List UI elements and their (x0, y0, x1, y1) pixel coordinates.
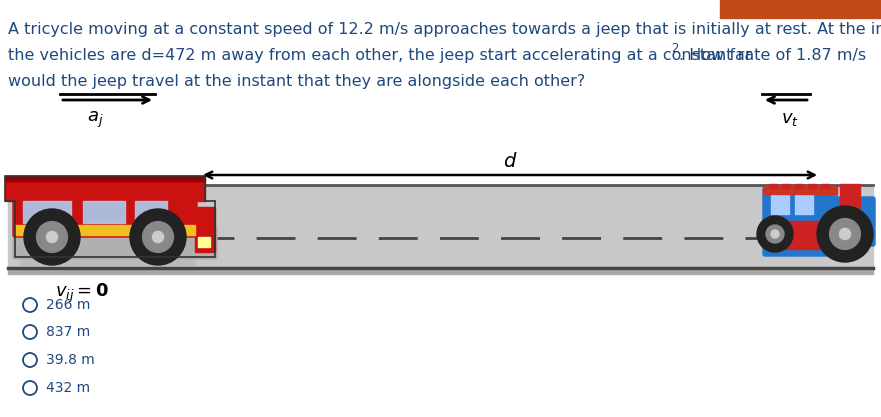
FancyBboxPatch shape (13, 197, 197, 237)
Circle shape (37, 221, 68, 252)
Circle shape (817, 206, 873, 262)
Bar (5, 176, 205, 181)
Bar (198, 237, 210, 247)
Bar (15, 225, 195, 235)
FancyBboxPatch shape (763, 188, 837, 256)
Bar (720, 0, 881, 18)
Text: would the jeep travel at the instant that they are alongside each other?: would the jeep travel at the instant tha… (8, 74, 585, 89)
Text: $v_t$: $v_t$ (781, 110, 799, 128)
Bar (770, 221, 830, 249)
Bar (23, 201, 71, 223)
Bar (795, 192, 813, 214)
Circle shape (840, 229, 850, 240)
Bar (763, 186, 837, 194)
Circle shape (47, 231, 57, 243)
Bar (771, 192, 789, 214)
Text: $a_j$: $a_j$ (86, 110, 103, 130)
Text: 266 m: 266 m (46, 298, 91, 312)
Bar (135, 201, 167, 223)
Circle shape (771, 230, 779, 238)
Circle shape (757, 216, 793, 252)
Text: $d$: $d$ (503, 152, 517, 171)
Bar (8, 268, 873, 274)
Text: 837 m: 837 m (46, 325, 90, 339)
Bar (782, 184, 790, 188)
Text: . How far: . How far (679, 48, 751, 63)
Text: 432 m: 432 m (46, 381, 90, 395)
Bar (808, 184, 816, 188)
Text: 39.8 m: 39.8 m (46, 353, 95, 367)
Bar (83, 201, 125, 223)
Bar (795, 184, 803, 188)
Bar (821, 184, 829, 188)
Circle shape (830, 219, 861, 249)
Text: $v_{ij}=\mathbf{0}$: $v_{ij}=\mathbf{0}$ (55, 282, 109, 305)
Circle shape (130, 209, 186, 265)
FancyBboxPatch shape (833, 197, 875, 246)
Bar (840, 184, 860, 212)
Bar (20, 257, 195, 265)
Circle shape (152, 231, 164, 243)
FancyBboxPatch shape (13, 227, 217, 259)
Text: A tricycle moving at a constant speed of 12.2 m/s approaches towards a jeep that: A tricycle moving at a constant speed of… (8, 22, 881, 37)
Bar (195, 207, 215, 252)
Circle shape (24, 209, 80, 265)
Bar (5, 179, 205, 201)
Text: 2: 2 (671, 42, 678, 55)
Bar (8, 185, 873, 268)
Text: the vehicles are d=472 m away from each other, the jeep start accelerating at a : the vehicles are d=472 m away from each … (8, 48, 866, 63)
Circle shape (143, 221, 174, 252)
Circle shape (766, 225, 784, 243)
Bar (769, 184, 777, 188)
